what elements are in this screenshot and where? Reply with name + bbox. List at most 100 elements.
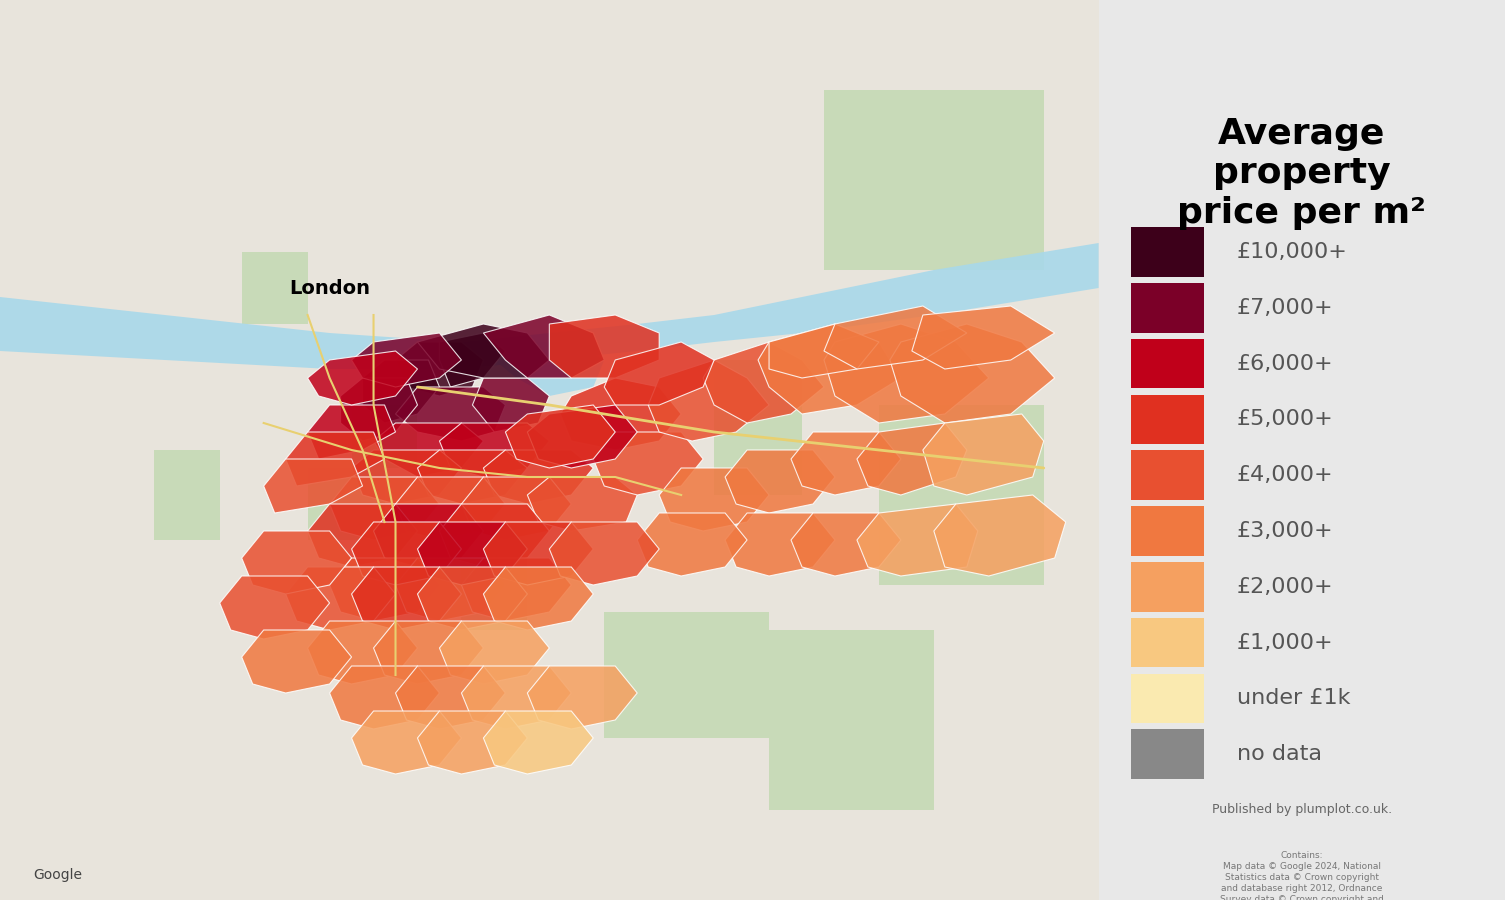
Polygon shape (330, 558, 439, 621)
Text: £4,000+: £4,000+ (1237, 465, 1333, 485)
Polygon shape (307, 621, 417, 684)
Polygon shape (637, 513, 746, 576)
Polygon shape (604, 342, 713, 405)
Polygon shape (879, 405, 1043, 585)
Bar (1132, 339, 1204, 389)
Polygon shape (759, 324, 901, 414)
Polygon shape (912, 306, 1055, 369)
Polygon shape (725, 450, 835, 513)
Polygon shape (549, 522, 659, 585)
Polygon shape (560, 378, 682, 450)
Polygon shape (527, 405, 637, 468)
Polygon shape (417, 522, 527, 585)
Polygon shape (856, 423, 966, 495)
Polygon shape (352, 567, 462, 630)
Text: London: London (289, 278, 370, 298)
Polygon shape (825, 90, 1043, 270)
Polygon shape (352, 333, 462, 387)
Polygon shape (220, 576, 330, 639)
Polygon shape (462, 558, 527, 630)
Text: Published by plumplot.co.uk.: Published by plumplot.co.uk. (1212, 804, 1392, 816)
Polygon shape (286, 567, 396, 630)
Text: £6,000+: £6,000+ (1237, 354, 1333, 373)
Text: £1,000+: £1,000+ (1237, 633, 1333, 652)
Polygon shape (154, 450, 220, 540)
Text: Contains:
Map data © Google 2024, National
Statistics data © Crown copyright
and: Contains: Map data © Google 2024, Nation… (1221, 850, 1383, 900)
Polygon shape (439, 333, 506, 387)
Polygon shape (352, 522, 462, 585)
Polygon shape (792, 513, 901, 576)
Polygon shape (462, 558, 572, 621)
Bar (1132, 506, 1204, 556)
Polygon shape (363, 360, 439, 423)
Polygon shape (527, 666, 637, 729)
Polygon shape (462, 477, 572, 540)
Polygon shape (439, 504, 549, 567)
Bar (1132, 394, 1204, 444)
Polygon shape (307, 504, 417, 567)
Polygon shape (483, 522, 593, 585)
Text: Average
property
price per m²: Average property price per m² (1177, 117, 1427, 230)
Polygon shape (396, 666, 506, 729)
Polygon shape (713, 360, 802, 495)
Polygon shape (373, 423, 483, 477)
Text: £7,000+: £7,000+ (1237, 298, 1333, 318)
Polygon shape (494, 342, 604, 396)
Polygon shape (483, 567, 593, 630)
Polygon shape (825, 306, 966, 369)
Polygon shape (649, 360, 769, 441)
Polygon shape (703, 342, 825, 423)
Polygon shape (307, 351, 417, 405)
Polygon shape (340, 378, 417, 441)
Bar (1132, 284, 1204, 333)
Polygon shape (549, 315, 659, 378)
Bar (1132, 562, 1204, 612)
Polygon shape (462, 666, 572, 729)
Polygon shape (396, 342, 483, 396)
Polygon shape (396, 387, 506, 441)
Polygon shape (769, 630, 933, 810)
Polygon shape (527, 477, 637, 531)
Polygon shape (242, 630, 352, 693)
Bar (1132, 227, 1204, 277)
Polygon shape (417, 324, 549, 378)
Text: £3,000+: £3,000+ (1237, 521, 1333, 541)
Polygon shape (593, 432, 703, 495)
Polygon shape (396, 558, 506, 621)
Polygon shape (286, 432, 384, 486)
Polygon shape (439, 621, 549, 684)
Polygon shape (506, 405, 616, 468)
Bar (1132, 673, 1204, 724)
Polygon shape (307, 468, 384, 540)
Polygon shape (307, 405, 396, 459)
Polygon shape (933, 495, 1066, 576)
Polygon shape (417, 711, 527, 774)
Polygon shape (923, 414, 1043, 495)
Polygon shape (725, 513, 835, 576)
Polygon shape (330, 477, 439, 540)
Text: £10,000+: £10,000+ (1237, 242, 1347, 262)
Polygon shape (659, 468, 769, 531)
Polygon shape (0, 243, 1099, 369)
Polygon shape (483, 450, 593, 504)
Polygon shape (263, 459, 363, 513)
Polygon shape (473, 378, 549, 432)
Polygon shape (483, 711, 593, 774)
Polygon shape (417, 567, 527, 630)
Polygon shape (373, 504, 483, 567)
Text: Google: Google (33, 868, 81, 882)
Polygon shape (483, 315, 604, 378)
Text: £2,000+: £2,000+ (1237, 577, 1333, 597)
Polygon shape (616, 630, 692, 702)
Polygon shape (242, 252, 307, 324)
Polygon shape (373, 621, 483, 684)
Text: no data: no data (1237, 744, 1321, 764)
Polygon shape (352, 711, 462, 774)
Text: £5,000+: £5,000+ (1237, 410, 1333, 429)
Polygon shape (396, 477, 506, 540)
Polygon shape (352, 405, 417, 468)
Polygon shape (242, 531, 352, 594)
Polygon shape (604, 612, 769, 738)
Polygon shape (352, 450, 462, 504)
Polygon shape (856, 504, 978, 576)
